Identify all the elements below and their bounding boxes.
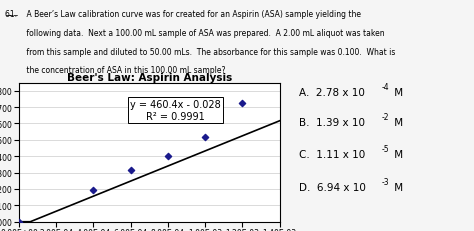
Text: C.  1.11 x 10: C. 1.11 x 10 <box>299 150 365 160</box>
Text: M: M <box>391 182 403 192</box>
Text: 61.    A Beer’s Law calibration curve was for created for an Aspirin (ASA) sampl: 61. A Beer’s Law calibration curve was f… <box>5 10 361 19</box>
Text: following data.  Next a 100.00 mL sample of ASA was prepared.  A 2.00 mL aliquot: following data. Next a 100.00 mL sample … <box>5 29 384 38</box>
Text: M: M <box>391 87 403 97</box>
Text: from this sample and diluted to 50.00 mLs.  The absorbance for this sample was 0: from this sample and diluted to 50.00 mL… <box>5 47 395 56</box>
Text: the concentration of ASA in this 100.00 mL sample?: the concentration of ASA in this 100.00 … <box>5 66 225 75</box>
Point <box>201 136 209 140</box>
Point <box>164 155 172 158</box>
Text: y = 460.4x - 0.028
R² = 0.9991: y = 460.4x - 0.028 R² = 0.9991 <box>130 100 221 121</box>
Text: -3: -3 <box>382 177 389 186</box>
Point <box>238 102 246 105</box>
Text: ___: ___ <box>5 7 18 16</box>
Title: Beer's Law: Aspirin Analysis: Beer's Law: Aspirin Analysis <box>67 73 232 82</box>
Text: M: M <box>391 150 403 160</box>
Point <box>15 220 23 224</box>
Point <box>90 188 97 192</box>
Text: -2: -2 <box>382 112 389 121</box>
Text: A.  2.78 x 10: A. 2.78 x 10 <box>299 87 365 97</box>
Text: -4: -4 <box>382 82 389 91</box>
Text: D.  6.94 x 10: D. 6.94 x 10 <box>299 182 365 192</box>
Text: -5: -5 <box>382 145 389 153</box>
Text: M: M <box>391 117 403 128</box>
Text: B.  1.39 x 10: B. 1.39 x 10 <box>299 117 365 128</box>
Point <box>127 169 135 173</box>
